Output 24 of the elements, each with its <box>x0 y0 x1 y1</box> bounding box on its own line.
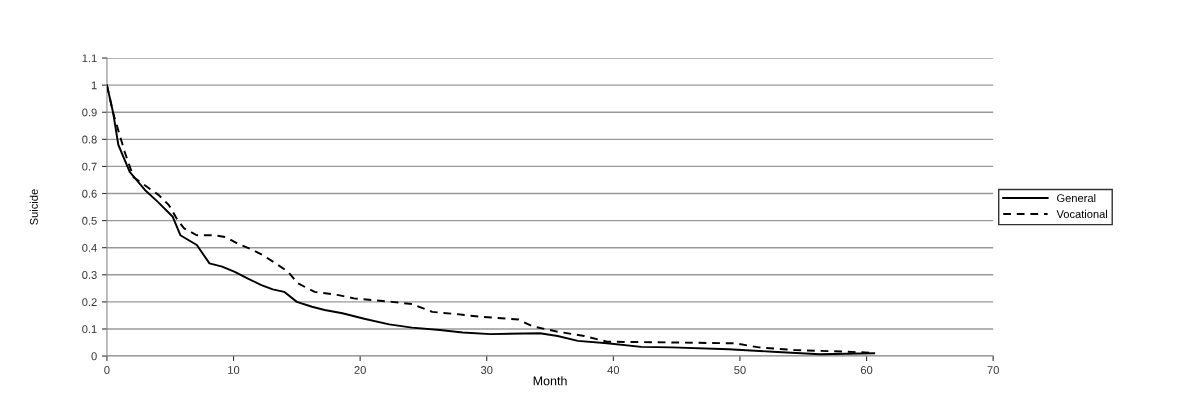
y-tick-label: 0 <box>91 352 97 361</box>
x-tick-label: 40 <box>607 366 620 374</box>
x-axis-title: Month <box>533 376 567 386</box>
y-tick-label: 0.3 <box>82 271 97 279</box>
y-tick-label: 0.8 <box>82 135 97 144</box>
x-tick-label: 30 <box>480 366 493 374</box>
y-tick-label: 0.6 <box>82 189 97 198</box>
y-tick-label: 0.1 <box>82 325 97 334</box>
x-tick-label: 60 <box>860 366 873 374</box>
x-tick-label: 10 <box>228 366 240 374</box>
y-tick-label: 0.9 <box>82 108 97 117</box>
y-tick-label: 0.2 <box>82 298 97 307</box>
x-tick-label: 20 <box>354 366 366 374</box>
x-tick-label: 70 <box>987 366 999 374</box>
y-tick-label: 0.7 <box>82 162 97 171</box>
y-axis-title: Suicide <box>29 189 38 225</box>
y-tick-label: 1 <box>91 81 97 90</box>
x-tick-label: 50 <box>734 366 746 374</box>
legend-label: Vocational <box>1056 209 1108 218</box>
legend-label: General <box>1057 193 1096 203</box>
y-tick-label: 0.4 <box>82 243 97 252</box>
x-tick-label: 0 <box>104 366 110 374</box>
y-tick-label: 1.1 <box>82 54 97 63</box>
y-tick-label: 0.5 <box>82 216 97 225</box>
